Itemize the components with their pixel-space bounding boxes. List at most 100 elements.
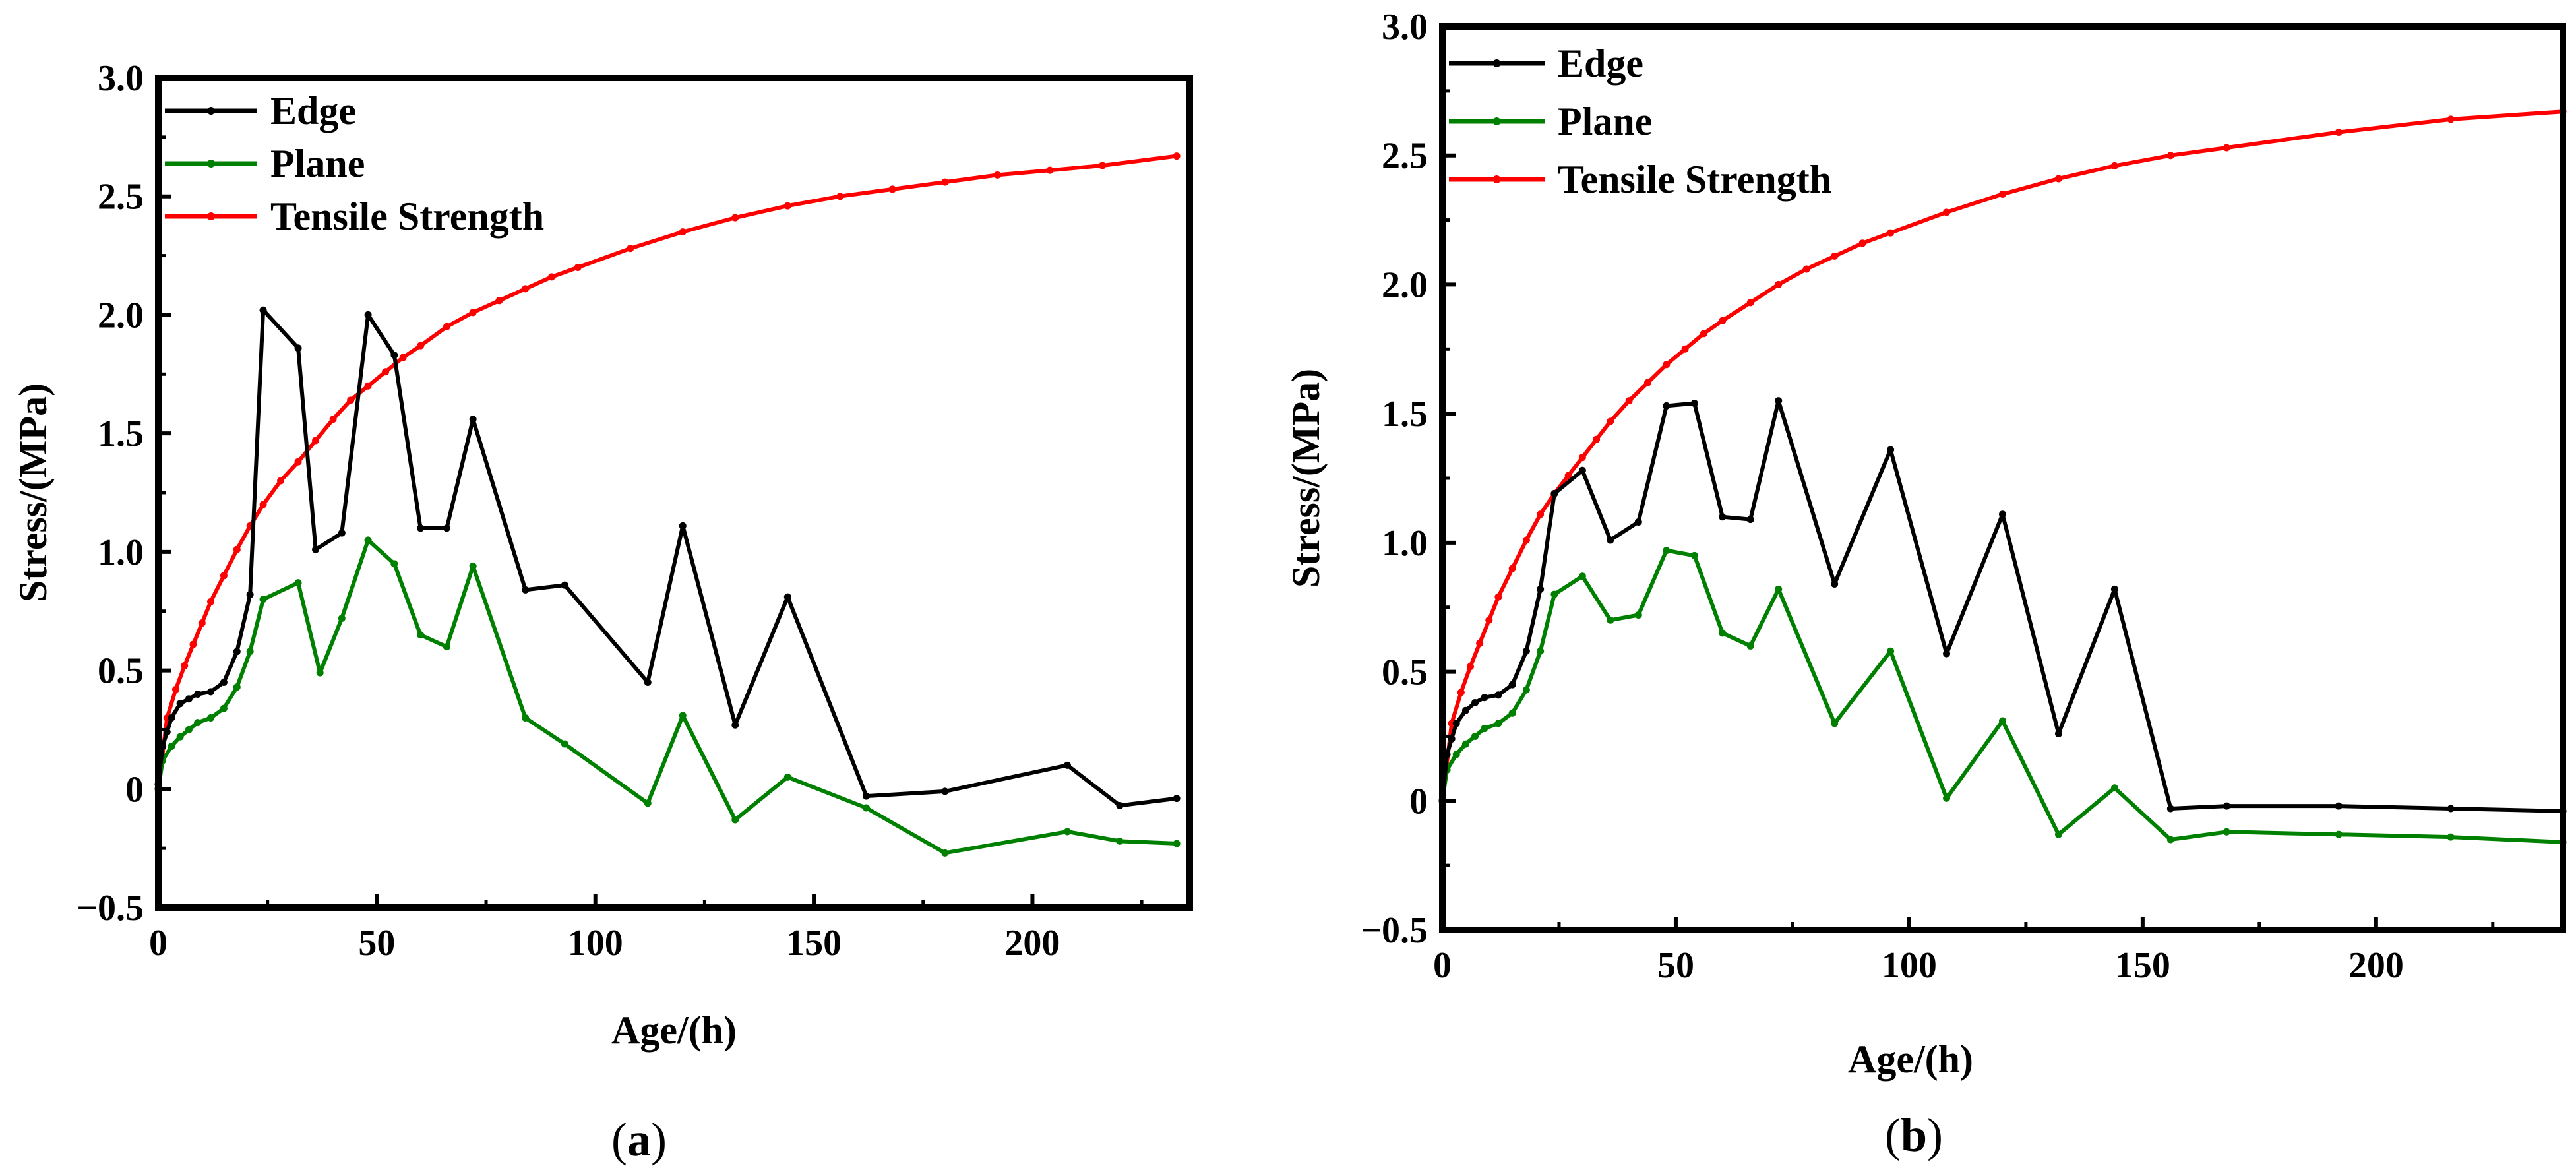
y-tick-label: 1.0 — [1382, 523, 1428, 564]
data-point-plane — [522, 714, 530, 722]
data-point-tensile-strength — [783, 202, 791, 210]
legend-label-tensile-strength: Tensile Strength — [270, 195, 544, 238]
data-point-edge — [176, 700, 184, 708]
data-point-plane — [338, 614, 346, 622]
data-point-tensile-strength — [181, 662, 189, 669]
legend-item-tensile-strength: Tensile Strength — [165, 195, 544, 238]
legend-marker-tensile-strength — [1492, 175, 1501, 183]
x-tick-label: 200 — [2348, 945, 2404, 986]
data-point-tensile-strength — [836, 193, 844, 200]
data-point-edge — [679, 522, 687, 530]
data-point-tensile-strength — [1746, 299, 1754, 307]
data-point-plane — [731, 816, 739, 824]
data-point-plane — [1461, 740, 1469, 748]
data-point-tensile-strength — [220, 572, 228, 580]
data-point-edge — [2054, 730, 2062, 738]
data-point-tensile-strength — [1681, 345, 1689, 353]
data-point-tensile-strength — [1476, 640, 1484, 648]
legend-label-tensile-strength: Tensile Strength — [1558, 158, 1831, 201]
legend-label-plane: Plane — [1558, 100, 1652, 143]
data-point-edge — [1690, 399, 1698, 407]
data-point-edge — [194, 691, 202, 698]
data-point-tensile-strength — [1775, 280, 1783, 288]
data-point-edge — [390, 352, 398, 359]
legend-item-plane: Plane — [1449, 100, 1652, 143]
data-point-plane — [443, 643, 450, 651]
data-point-edge — [863, 792, 871, 800]
plot-area-b — [1438, 108, 2567, 846]
data-point-tensile-strength — [1593, 435, 1601, 443]
legend-label-edge: Edge — [1558, 42, 1643, 85]
chart-panel-a: −0.500.51.01.52.02.53.00 50 100 150 200 Edge… — [11, 58, 1193, 1166]
data-point-plane — [294, 579, 302, 587]
x-tick-label: 200 — [1004, 923, 1060, 964]
data-point-tensile-strength — [1466, 663, 1474, 671]
y-axis-label-a: Stress/(MPa) — [11, 383, 55, 602]
data-point-edge — [1494, 691, 1502, 699]
data-point-plane — [1508, 709, 1516, 717]
data-point-tensile-strength — [1522, 536, 1530, 544]
data-point-plane — [2166, 836, 2174, 844]
data-point-edge — [1663, 402, 1671, 410]
data-point-edge — [1471, 699, 1479, 707]
data-point-edge — [1887, 446, 1895, 454]
data-point-plane — [783, 773, 791, 781]
data-point-plane — [1887, 647, 1895, 655]
series-line-tensile-strength — [1440, 109, 2563, 801]
data-point-edge — [207, 688, 215, 696]
data-point-plane — [1719, 629, 1727, 637]
data-point-plane — [644, 799, 652, 807]
y-tick-label: 1.0 — [98, 532, 144, 573]
data-point-plane — [233, 683, 241, 691]
data-point-plane — [1537, 647, 1545, 655]
data-point-plane — [1746, 642, 1754, 650]
data-point-edge — [561, 581, 568, 589]
legend-marker-edge — [207, 107, 215, 115]
data-point-tensile-strength — [1098, 162, 1106, 169]
data-point-edge — [2110, 585, 2118, 593]
data-point-tensile-strength — [399, 354, 407, 361]
y-tick-label: 1.5 — [98, 414, 144, 454]
y-tick-label: 0 — [125, 769, 144, 810]
data-point-plane — [1522, 686, 1530, 694]
legend-item-plane: Plane — [165, 142, 365, 185]
data-point-edge — [1943, 650, 1951, 658]
data-point-tensile-strength — [2110, 162, 2118, 169]
data-point-plane — [1173, 840, 1181, 847]
data-point-edge — [1063, 761, 1071, 769]
data-point-tensile-strength — [1046, 166, 1054, 174]
data-point-plane — [1831, 720, 1839, 727]
data-point-plane — [941, 849, 949, 857]
data-point-plane — [1452, 751, 1460, 758]
data-point-tensile-strength — [364, 382, 372, 390]
data-point-tensile-strength — [1607, 417, 1614, 425]
data-point-tensile-strength — [1578, 454, 1586, 462]
data-point-edge — [443, 524, 450, 532]
data-point-plane — [2110, 784, 2118, 792]
data-point-plane — [390, 560, 398, 568]
y-tick-label: 2.5 — [1382, 136, 1428, 177]
data-point-tensile-strength — [2223, 144, 2230, 152]
data-point-tensile-strength — [888, 185, 896, 193]
y-axis-label-b: Stress/(MPa) — [1284, 369, 1328, 588]
panel-letter-a: a — [627, 1113, 651, 1166]
x-axis-label-b: Age/(h) — [1848, 1037, 1973, 1081]
data-point-tensile-strength — [417, 342, 425, 350]
data-point-edge — [731, 721, 739, 729]
data-point-plane — [1481, 725, 1488, 733]
data-point-edge — [469, 416, 477, 423]
data-point-plane — [1578, 572, 1586, 580]
data-point-edge — [2447, 805, 2455, 813]
data-point-tensile-strength — [495, 297, 503, 305]
data-point-plane — [1471, 732, 1479, 740]
x-tick-label: 0 — [1433, 945, 1452, 986]
y-tick-label: −0.5 — [77, 888, 144, 929]
data-point-edge — [644, 679, 652, 687]
data-point-edge — [2223, 802, 2230, 810]
data-point-tensile-strength — [1457, 689, 1465, 696]
data-point-edge — [522, 586, 530, 594]
data-point-tensile-strength — [347, 396, 355, 404]
data-point-tensile-strength — [277, 477, 285, 485]
legend-b: Edge Plane Tensile Strength — [1449, 42, 1831, 201]
data-point-edge — [294, 344, 302, 352]
